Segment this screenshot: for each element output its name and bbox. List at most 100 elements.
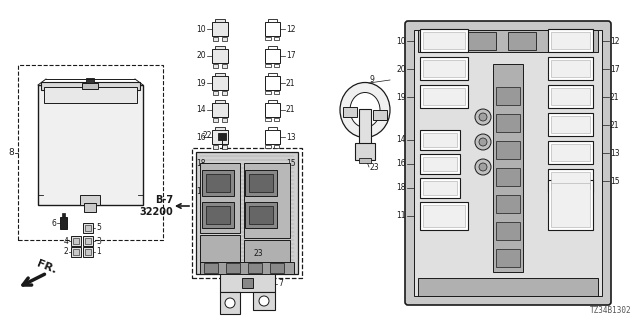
Bar xyxy=(423,205,465,227)
Bar xyxy=(268,127,276,130)
Text: 17: 17 xyxy=(610,65,620,74)
Bar xyxy=(359,158,371,163)
Bar xyxy=(265,117,271,121)
Text: 17: 17 xyxy=(286,52,296,60)
Text: 19: 19 xyxy=(196,78,206,87)
Bar xyxy=(84,203,96,212)
Bar xyxy=(273,91,279,94)
Bar xyxy=(551,32,590,49)
Text: 4: 4 xyxy=(63,236,68,245)
Bar xyxy=(82,83,98,89)
Bar xyxy=(38,85,143,205)
Bar xyxy=(85,249,91,255)
Bar xyxy=(273,117,279,121)
Bar xyxy=(83,223,93,233)
Text: 6: 6 xyxy=(51,219,56,228)
Bar xyxy=(200,235,240,263)
Text: 9: 9 xyxy=(370,76,375,84)
Bar xyxy=(71,247,81,257)
Bar xyxy=(80,195,100,205)
Bar xyxy=(41,82,140,90)
Text: 14: 14 xyxy=(196,106,206,115)
Circle shape xyxy=(259,296,269,306)
Bar xyxy=(212,22,228,36)
Text: 2: 2 xyxy=(63,247,68,257)
Bar xyxy=(264,49,280,63)
Circle shape xyxy=(479,163,487,171)
Bar xyxy=(548,85,593,108)
Text: 14: 14 xyxy=(396,135,406,145)
Text: 13: 13 xyxy=(610,148,620,157)
Bar xyxy=(85,238,91,244)
Bar xyxy=(548,57,593,80)
Bar xyxy=(496,87,520,105)
Bar xyxy=(355,143,375,160)
Bar xyxy=(414,30,602,296)
Bar xyxy=(242,278,253,288)
Bar xyxy=(548,169,593,192)
Bar xyxy=(202,170,234,196)
Bar xyxy=(215,154,225,157)
Bar xyxy=(245,202,277,228)
Bar xyxy=(468,32,496,50)
Bar xyxy=(73,238,79,244)
Bar xyxy=(551,116,590,133)
Text: 7: 7 xyxy=(278,279,283,289)
Bar xyxy=(204,263,218,273)
Bar xyxy=(265,63,271,67)
Bar xyxy=(420,57,468,80)
Ellipse shape xyxy=(350,92,380,127)
Bar xyxy=(548,141,593,164)
Bar xyxy=(248,263,262,273)
Bar xyxy=(212,157,228,171)
Bar xyxy=(493,64,523,272)
Circle shape xyxy=(475,134,491,150)
Bar xyxy=(206,206,230,224)
Bar xyxy=(420,130,460,150)
Bar xyxy=(548,180,593,230)
Bar xyxy=(265,91,271,94)
Bar xyxy=(86,78,94,83)
Bar xyxy=(548,113,593,136)
Circle shape xyxy=(475,159,491,175)
Bar xyxy=(221,37,227,41)
Text: 10: 10 xyxy=(196,25,206,34)
Text: TZ34B1302: TZ34B1302 xyxy=(590,306,632,315)
Text: 10: 10 xyxy=(396,36,406,45)
Bar xyxy=(373,110,387,120)
Bar xyxy=(196,152,298,274)
Bar xyxy=(420,85,468,108)
Bar xyxy=(265,172,271,175)
Bar xyxy=(220,292,240,314)
Bar xyxy=(273,145,279,148)
Text: FR.: FR. xyxy=(35,259,58,276)
Bar xyxy=(85,225,91,231)
Bar xyxy=(212,76,228,90)
Bar xyxy=(244,163,290,238)
Bar xyxy=(264,130,280,144)
Bar xyxy=(212,91,218,95)
Bar xyxy=(218,133,226,140)
Bar xyxy=(253,292,275,310)
Bar xyxy=(428,32,456,50)
Bar xyxy=(244,240,290,268)
Bar xyxy=(551,60,590,77)
Text: 21: 21 xyxy=(286,106,296,115)
Text: 3: 3 xyxy=(96,236,101,245)
Text: 23: 23 xyxy=(253,250,262,259)
Bar xyxy=(268,73,276,76)
Bar xyxy=(264,157,280,171)
Bar xyxy=(273,36,279,40)
Text: 21: 21 xyxy=(286,78,296,87)
Bar xyxy=(73,249,79,255)
Bar xyxy=(508,32,536,50)
Text: 11: 11 xyxy=(196,187,206,196)
Bar xyxy=(212,184,228,198)
Bar xyxy=(212,103,228,117)
Bar xyxy=(200,262,294,274)
Bar xyxy=(215,100,225,103)
Bar xyxy=(221,64,227,68)
Text: 20: 20 xyxy=(196,52,206,60)
Circle shape xyxy=(479,113,487,121)
Bar xyxy=(423,157,457,171)
